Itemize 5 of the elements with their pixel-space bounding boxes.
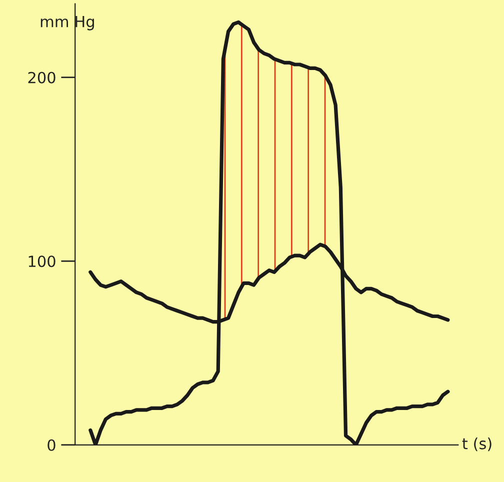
- y-tick-label: 200: [28, 72, 56, 84]
- y-axis-title: mm Hg: [40, 16, 94, 30]
- y-tick-label: 100: [28, 256, 56, 268]
- x-axis-title: t (s): [462, 438, 492, 452]
- y-tick-label: 0: [48, 439, 56, 451]
